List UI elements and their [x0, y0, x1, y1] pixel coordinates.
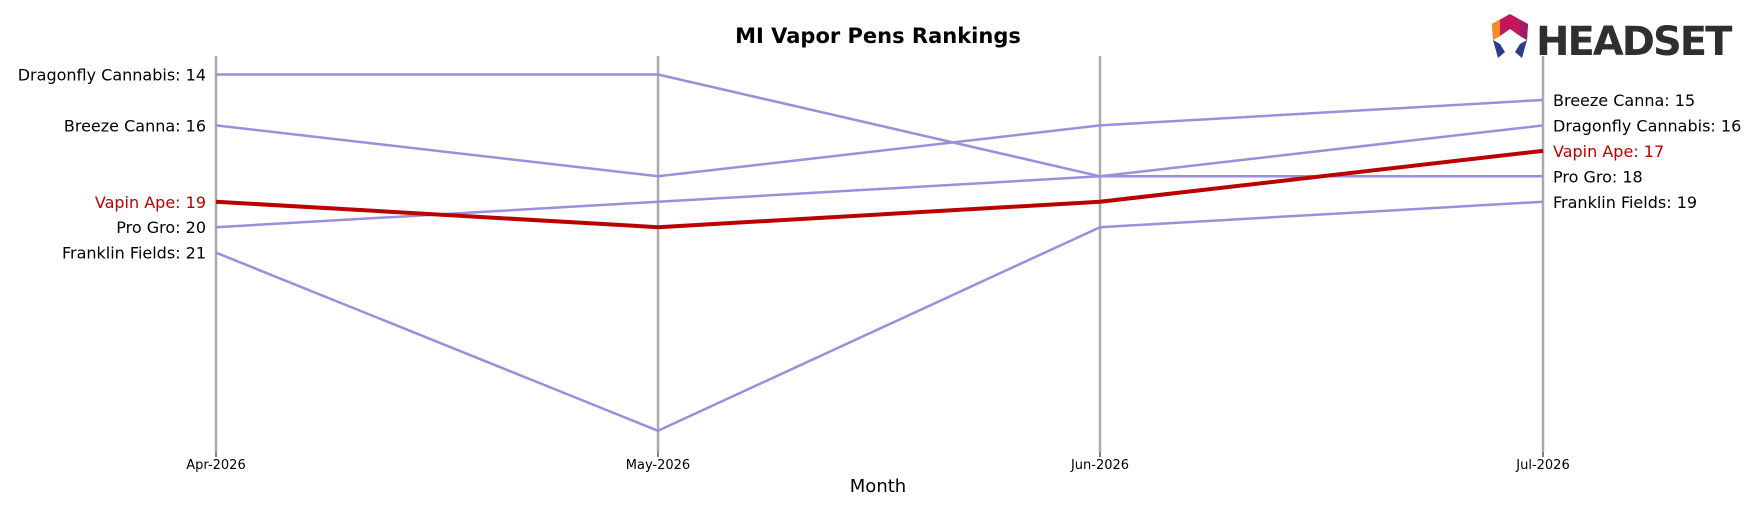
start-label-pro-gro: Pro Gro: 20 — [116, 218, 206, 237]
x-tick-labels: Apr-2026 May-2026 Jun-2026 Jul-2026 — [186, 458, 1569, 473]
start-label-vapin-ape: Vapin Ape: 19 — [95, 193, 206, 212]
month-axes — [214, 56, 1545, 457]
logo-mark-icon — [1492, 14, 1528, 58]
series-line-breeze-canna — [215, 98, 1544, 178]
x-tick-label: May-2026 — [626, 458, 690, 473]
end-label-vapin-ape: Vapin Ape: 17 — [1553, 142, 1664, 161]
series-line-dragonfly-cannabis — [216, 73, 1544, 178]
x-tick-label: Jun-2026 — [1070, 458, 1129, 473]
start-labels: Dragonfly Cannabis: 14 Breeze Canna: 16 Va… — [18, 66, 206, 263]
start-label-dragonfly-cannabis: Dragonfly Cannabis: 14 — [18, 66, 206, 85]
chart-title: MI Vapor Pens Rankings — [735, 24, 1021, 48]
series-lines — [215, 73, 1544, 433]
x-tick-label: Apr-2026 — [186, 458, 245, 473]
x-tick-label: Jul-2026 — [1515, 458, 1569, 473]
end-label-dragonfly-cannabis: Dragonfly Cannabis: 16 — [1553, 116, 1741, 135]
headset-logo: HEADSET — [1492, 14, 1735, 65]
x-axis-label: Month — [850, 476, 906, 497]
series-line-vapin-ape — [215, 148, 1544, 230]
series-line-pro-gro — [215, 175, 1543, 229]
series-line-franklin-fields — [215, 200, 1544, 433]
start-label-franklin-fields: Franklin Fields: 21 — [62, 244, 206, 263]
end-label-pro-gro: Pro Gro: 18 — [1553, 167, 1643, 186]
end-label-breeze-canna: Breeze Canna: 15 — [1553, 91, 1695, 110]
logo-text: HEADSET — [1536, 19, 1733, 65]
end-labels: Dragonfly Cannabis: 16 Breeze Canna: 15 Va… — [1553, 91, 1741, 212]
start-label-breeze-canna: Breeze Canna: 16 — [64, 116, 206, 135]
end-label-franklin-fields: Franklin Fields: 19 — [1553, 193, 1697, 212]
